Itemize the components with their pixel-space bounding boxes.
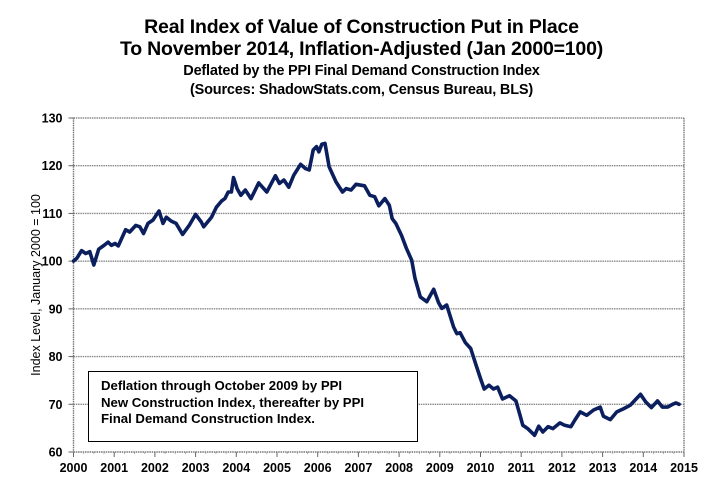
chart-subtitle: Deflated by the PPI Final Demand Constru…: [183, 63, 540, 79]
y-tick-label: 100: [42, 255, 63, 269]
x-tick-label: 2003: [182, 461, 210, 475]
y-tick-label: 80: [49, 350, 63, 364]
y-tick-label: 60: [49, 446, 63, 460]
y-tick-label: 120: [42, 159, 63, 173]
chart-sources: (Sources: ShadowStats.com, Census Bureau…: [190, 82, 533, 98]
annotation-line-1: Deflation through October 2009 by PPI: [101, 378, 343, 393]
x-tick-label: 2015: [670, 461, 698, 475]
x-tick-label: 2002: [141, 461, 169, 475]
y-tick-label: 70: [49, 398, 63, 412]
y-axis-ticks: 60 70 80 90 100 110 120 130: [42, 112, 74, 460]
x-tick-label: 2013: [589, 461, 617, 475]
y-axis-title: Index Level, January 2000 = 100: [29, 194, 43, 376]
series-line: [71, 141, 681, 438]
x-tick-label: 2014: [629, 461, 657, 475]
x-tick-label: 2011: [508, 461, 535, 475]
x-tick-label: 2001: [100, 461, 128, 475]
x-axis-ticks: 2000 2001 2002 2003 2004 2005 2006 2007 2008 2009…: [60, 452, 698, 475]
x-tick-label: 2007: [344, 461, 372, 475]
annotation-line-3: Final Demand Construction Index.: [101, 411, 315, 426]
gridlines: [73, 117, 684, 405]
y-tick-label: 90: [49, 302, 63, 316]
x-tick-label: 2008: [385, 461, 413, 475]
x-tick-label: 2000: [60, 461, 88, 475]
y-tick-label: 110: [42, 207, 62, 221]
chart-title-line2: To November 2014, Inflation-Adjusted (Ja…: [119, 38, 604, 60]
x-tick-label: 2006: [304, 461, 332, 475]
x-tick-label: 2005: [263, 461, 291, 475]
x-tick-label: 2012: [548, 461, 576, 475]
x-tick-label: 2004: [222, 461, 250, 475]
x-tick-label: 2010: [467, 461, 495, 475]
annotation-line-2: New Construction Index, thereafter by PP…: [101, 394, 365, 410]
annotation-box: Deflation through October 2009 by PPI Ne…: [88, 371, 418, 442]
chart-title: Real Index of Value of Construction Put …: [144, 16, 579, 38]
x-tick-label: 2009: [426, 461, 454, 475]
series-group: [71, 141, 681, 438]
y-tick-label: 130: [42, 112, 63, 126]
